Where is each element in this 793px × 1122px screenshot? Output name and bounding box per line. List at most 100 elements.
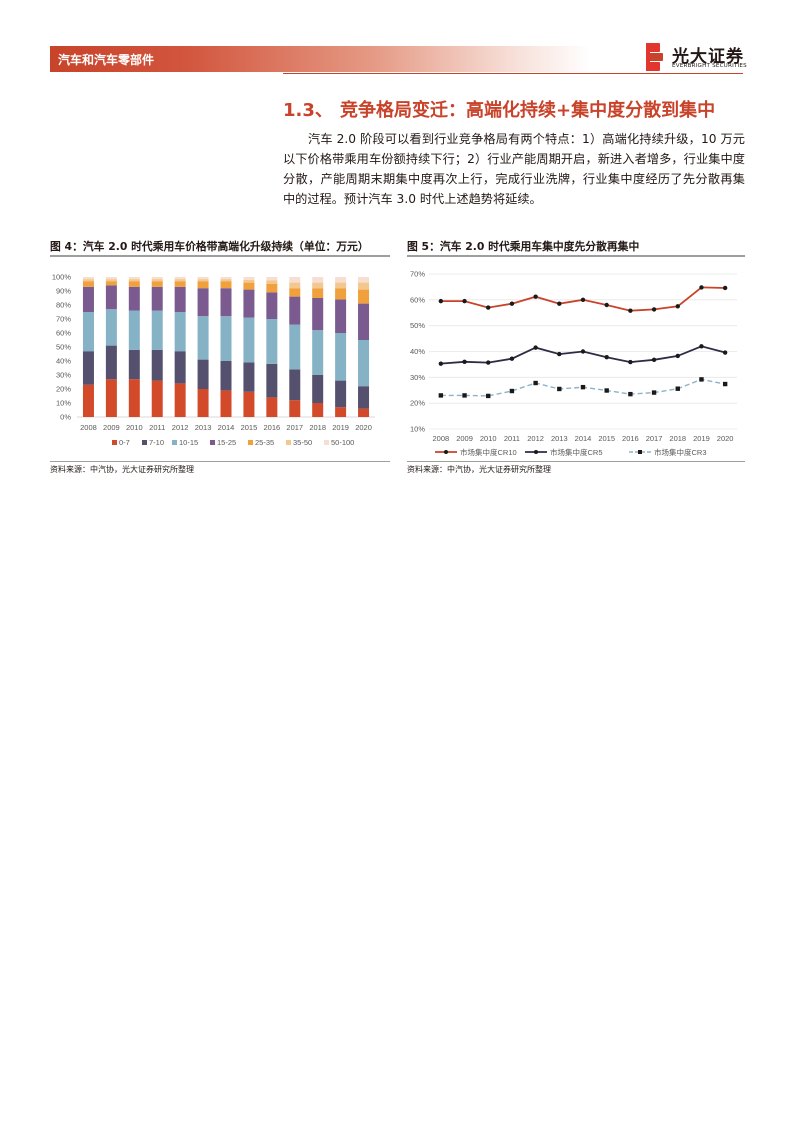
data-point — [557, 386, 562, 392]
bar-segment-50-100 — [243, 277, 255, 280]
section-title-text: 竞争格局变迁：高端化持续+集中度分散到集中 — [340, 100, 716, 121]
figure-5-bottom-rule — [407, 461, 745, 462]
bar-segment-35-50 — [289, 282, 301, 289]
bar-segment-25-35 — [312, 288, 324, 298]
series-line-市场集中度CR5 — [440, 345, 726, 365]
data-point — [509, 301, 515, 306]
bar-segment-50-100 — [151, 277, 163, 280]
y-tick-label: 40% — [410, 347, 425, 356]
bar-segment-15-25 — [174, 286, 186, 312]
x-tick-label: 2016 — [264, 423, 281, 432]
data-point — [699, 377, 704, 382]
bar-segment-50-100 — [335, 277, 347, 283]
bar-segment-35-50 — [220, 279, 232, 282]
x-tick-label: 2013 — [195, 423, 212, 432]
x-tick-label: 2012 — [527, 434, 544, 443]
bar-segment-10-15 — [197, 316, 209, 360]
data-point — [651, 357, 657, 362]
bar-segment-10-15 — [151, 310, 163, 350]
bar-segment-25-35 — [266, 284, 278, 293]
bar-segment-15-25 — [105, 285, 117, 310]
bar-segment-10-15 — [289, 324, 301, 370]
bar-segment-50-100 — [128, 277, 140, 280]
bar-segment-25-35 — [358, 289, 370, 304]
legend-marker — [534, 450, 538, 454]
y-tick-label: 20% — [56, 385, 71, 394]
bar-segment-35-50 — [312, 282, 324, 289]
y-tick-label: 90% — [56, 287, 71, 296]
bar-segment-7-10 — [82, 351, 94, 385]
y-tick-label: 20% — [410, 399, 425, 408]
bar-segment-25-35 — [174, 281, 186, 287]
y-tick-label: 10% — [56, 399, 71, 408]
bar-segment-15-25 — [358, 303, 370, 340]
y-tick-label: 0% — [60, 413, 71, 422]
x-tick-label: 2011 — [504, 434, 520, 443]
legend-label: 市场集中度CR10 — [460, 447, 517, 457]
header-divider — [283, 73, 743, 74]
x-tick-label: 2013 — [551, 434, 568, 443]
data-point — [580, 297, 586, 303]
legend-swatch-15-25 — [210, 440, 215, 445]
data-point — [438, 393, 444, 398]
x-tick-label: 2018 — [669, 434, 686, 443]
bar-segment-10-15 — [358, 340, 370, 387]
bar-segment-15-25 — [128, 286, 140, 311]
bar-segment-7-10 — [358, 386, 370, 409]
bar-segment-0-7 — [289, 400, 301, 417]
data-point — [604, 302, 609, 308]
bar-segment-10-15 — [266, 319, 278, 364]
bar-segment-25-35 — [289, 288, 301, 297]
data-point — [438, 361, 444, 366]
data-point — [675, 304, 680, 309]
bar-segment-0-7 — [243, 391, 255, 417]
data-point — [651, 307, 657, 312]
y-tick-label: 30% — [410, 373, 425, 382]
bar-segment-7-10 — [151, 349, 163, 381]
bar-segment-0-7 — [266, 397, 278, 417]
bar-segment-7-10 — [220, 361, 232, 391]
bar-segment-50-100 — [289, 277, 301, 283]
data-point — [438, 298, 444, 304]
bar-segment-25-35 — [128, 281, 140, 287]
data-point — [580, 384, 586, 390]
figure-4-source: 资料来源：中汽协，光大证券研究所整理 — [50, 465, 194, 474]
x-tick-label: 2014 — [575, 434, 592, 443]
bar-segment-50-100 — [220, 277, 232, 280]
bar-segment-50-100 — [266, 277, 278, 281]
data-point — [486, 393, 491, 399]
bar-segment-25-35 — [105, 281, 117, 286]
y-tick-label: 10% — [410, 425, 425, 434]
bar-segment-35-50 — [174, 279, 186, 282]
y-tick-label: 60% — [410, 295, 425, 304]
legend-label: 25-35 — [255, 438, 274, 447]
bar-segment-50-100 — [358, 277, 370, 283]
bar-segment-0-7 — [312, 403, 324, 417]
legend-swatch-25-35 — [248, 440, 253, 445]
y-tick-label: 50% — [56, 343, 71, 352]
y-tick-label: 100% — [52, 273, 72, 282]
legend-label: 35-50 — [293, 438, 312, 447]
x-tick-label: 2020 — [717, 434, 734, 443]
bar-segment-7-10 — [128, 349, 140, 380]
bar-segment-10-15 — [312, 330, 324, 375]
x-tick-label: 2015 — [241, 423, 258, 432]
bar-segment-25-35 — [220, 281, 232, 289]
legend-label: 0-7 — [119, 438, 130, 447]
bar-segment-25-35 — [197, 281, 209, 289]
data-point — [533, 380, 538, 386]
bar-segment-50-100 — [197, 277, 209, 280]
data-point — [580, 349, 586, 354]
bar-segment-35-50 — [243, 279, 255, 283]
bar-segment-0-7 — [105, 379, 117, 417]
bar-segment-10-15 — [128, 310, 140, 350]
section-number: 1.3、 — [283, 100, 333, 121]
bar-segment-15-25 — [335, 299, 347, 333]
figure-5-source: 资料来源：中汽协，光大证券研究所整理 — [407, 465, 551, 474]
bar-segment-15-25 — [197, 288, 209, 317]
bar-segment-15-25 — [151, 286, 163, 311]
bar-segment-0-7 — [174, 383, 186, 417]
data-point — [486, 360, 491, 365]
legend-label: 10-15 — [179, 438, 198, 447]
y-tick-label: 60% — [56, 329, 71, 338]
